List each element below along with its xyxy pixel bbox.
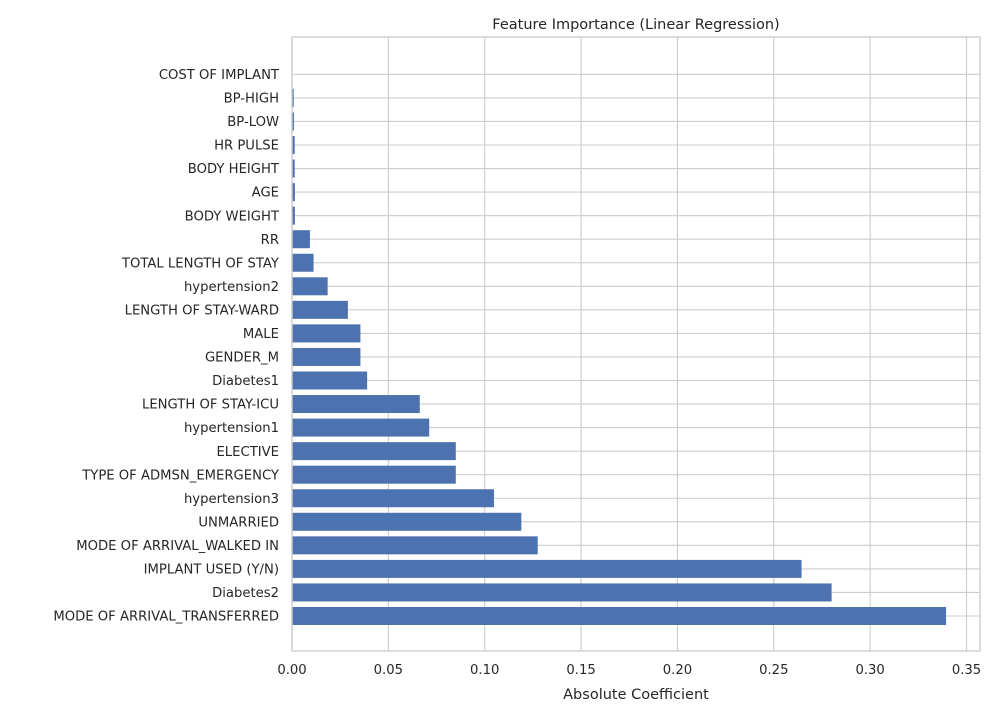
bar [292, 112, 294, 131]
bar [292, 442, 456, 461]
bar [292, 206, 295, 225]
bar [292, 300, 348, 319]
y-tick-label: BODY WEIGHT [185, 209, 280, 224]
bar [292, 607, 947, 625]
x-tick-label: 0.15 [566, 663, 595, 678]
x-axis-label: Absolute Coefficient [563, 687, 709, 703]
y-tick-label: Diabetes1 [212, 374, 279, 389]
x-tick-label: 0.25 [759, 663, 788, 678]
y-tick-label: LENGTH OF STAY-WARD [125, 303, 279, 318]
y-tick-label: COST OF IMPLANT [159, 68, 280, 83]
bar [292, 159, 295, 178]
x-tick-label: 0.05 [374, 663, 403, 678]
x-tick-label: 0.00 [277, 663, 306, 678]
y-tick-labels: MODE OF ARRIVAL_TRANSFERRED Diabetes2 IMPL… [53, 68, 280, 625]
y-tick-label: GENDER_M [205, 351, 279, 366]
bar [292, 324, 361, 343]
y-tick-label: BP-LOW [227, 115, 279, 130]
y-tick-label: AGE [252, 186, 279, 201]
x-tick-label: 0.10 [470, 663, 499, 678]
bar [292, 230, 310, 249]
y-tick-label: BODY HEIGHT [188, 162, 280, 177]
bar [292, 512, 522, 531]
y-tick-label: Diabetes2 [212, 586, 279, 601]
y-tick-label: MODE OF ARRIVAL_WALKED IN [76, 539, 279, 554]
x-tick-label: 0.30 [855, 663, 884, 678]
y-tick-label: hypertension3 [184, 492, 279, 507]
bar [292, 183, 295, 202]
bar [292, 418, 430, 437]
bar [292, 136, 295, 154]
x-tick-labels: 0.00 0.05 0.10 0.15 0.20 0.25 0.30 0.35 [277, 663, 981, 678]
y-tick-label: HR PULSE [214, 139, 279, 154]
bar [292, 583, 832, 602]
y-tick-label: MALE [243, 327, 279, 342]
bar [292, 88, 294, 107]
chart-title: Feature Importance (Linear Regression) [492, 17, 779, 33]
gridlines [291, 37, 980, 651]
bar [292, 536, 538, 555]
y-tick-label: LENGTH OF STAY-ICU [142, 398, 279, 413]
bar [292, 347, 361, 366]
y-tick-label: BP-HIGH [224, 92, 279, 107]
y-tick-label: RR [261, 233, 279, 248]
bar [292, 559, 802, 578]
x-tick-label: 0.35 [952, 663, 981, 678]
bars [292, 65, 947, 625]
y-tick-label: UNMARRIED [198, 515, 279, 530]
bar [292, 489, 494, 508]
bar [292, 395, 420, 414]
y-tick-label: ELECTIVE [216, 445, 279, 460]
bar [292, 465, 456, 484]
y-tick-label: TOTAL LENGTH OF STAY [121, 256, 280, 271]
bar [292, 253, 314, 272]
bar [292, 371, 368, 390]
y-tick-label: IMPLANT USED (Y/N) [144, 563, 279, 578]
plot-frame [291, 36, 981, 652]
x-tick-label: 0.20 [663, 663, 692, 678]
y-tick-label: hypertension2 [184, 280, 279, 295]
y-tick-label: MODE OF ARRIVAL_TRANSFERRED [53, 610, 279, 625]
y-tick-label: hypertension1 [184, 421, 279, 436]
bar [292, 277, 328, 296]
y-tick-label: TYPE OF ADMSN_EMERGENCY [81, 468, 280, 483]
